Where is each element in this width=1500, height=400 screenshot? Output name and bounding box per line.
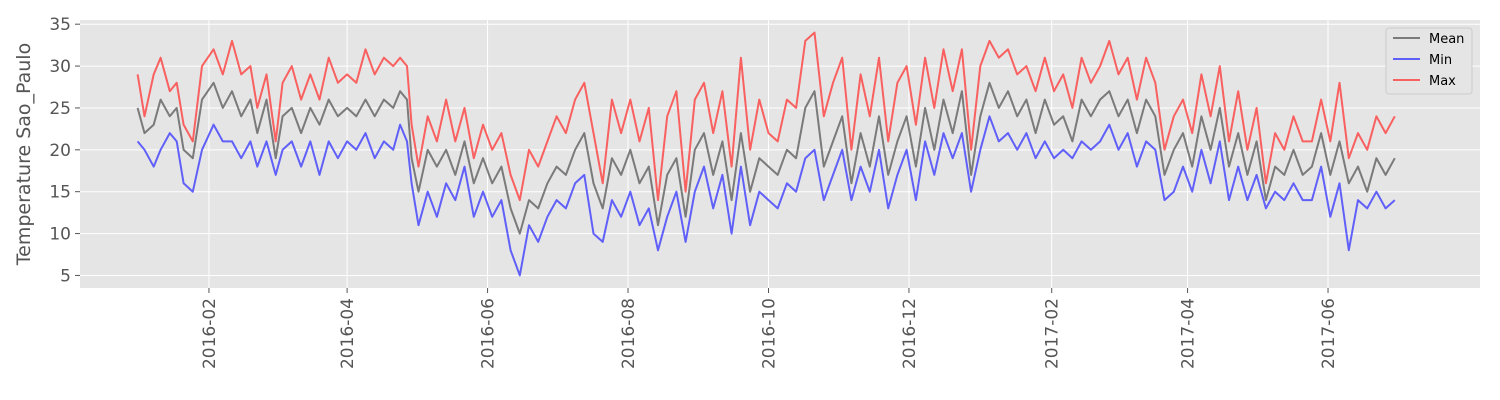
legend-label-max: Max [1429,74,1456,89]
y-tick-label: 30 [49,57,71,77]
series-line-min [136,115,1396,277]
x-tick-label: 2016-02 [200,298,220,369]
x-tick-label: 2016-06 [479,298,499,369]
x-tick-label: 2016-04 [338,298,358,369]
y-tick-label: 10 [49,225,71,245]
x-tick-label: 2017-02 [1043,298,1063,369]
y-tick-label: 35 [49,15,71,35]
series-line-mean [136,81,1396,235]
x-tick-label: 2016-08 [619,298,639,369]
legend-label-min: Min [1429,53,1452,68]
legend-label-mean: Mean [1429,32,1464,47]
y-tick-label: 20 [49,141,71,161]
x-tick-label: 2016-12 [900,298,920,369]
x-tick-label: 2017-04 [1179,298,1199,369]
x-tick-label: 2016-10 [759,298,779,369]
y-axis-ticks: 5 10 15 20 25 30 35 [49,15,80,286]
plot-background [80,20,1480,288]
y-tick-label: 15 [49,183,71,203]
y-tick-label: 5 [60,266,71,286]
legend-box [1385,27,1473,95]
x-axis-ticks: 2016-02 2016-04 2016-06 2016-08 2016-10 2016-… [200,288,1339,369]
y-axis-label: Temperature Sao_Paulo [13,43,35,266]
y-tick-label: 25 [49,99,71,119]
legend: Mean Min Max [1385,27,1473,95]
series-lines [136,31,1396,277]
series-line-max [136,31,1396,202]
x-tick-label: 2017-06 [1319,298,1339,369]
